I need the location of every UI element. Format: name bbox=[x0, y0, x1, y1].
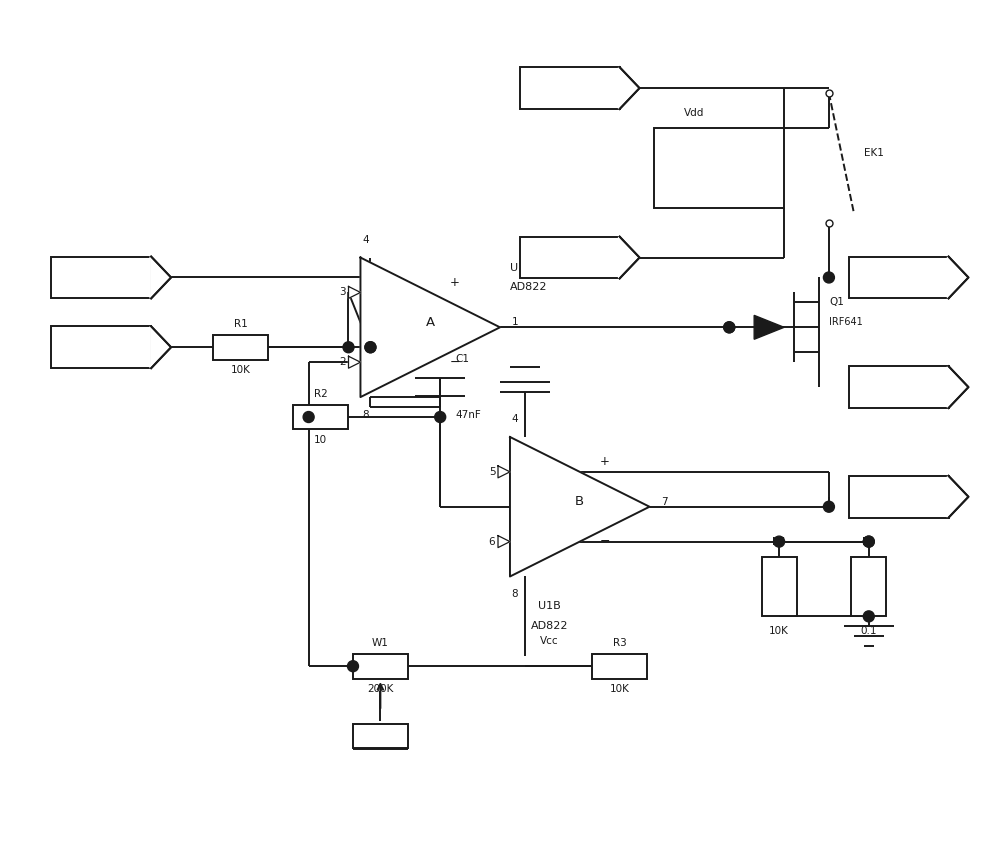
Polygon shape bbox=[348, 357, 360, 368]
Circle shape bbox=[435, 412, 446, 423]
Text: 7: 7 bbox=[661, 496, 668, 507]
Text: AD822: AD822 bbox=[510, 282, 547, 292]
Text: PWR-in4: PWR-in4 bbox=[80, 342, 123, 352]
Text: 10K: 10K bbox=[231, 365, 251, 375]
Polygon shape bbox=[754, 315, 784, 340]
Text: U1B: U1B bbox=[538, 601, 561, 612]
Text: R1: R1 bbox=[234, 319, 248, 329]
Circle shape bbox=[365, 342, 376, 352]
Text: Rs: Rs bbox=[862, 537, 875, 546]
Text: 10: 10 bbox=[314, 435, 327, 445]
Text: −: − bbox=[599, 535, 610, 548]
Text: 0.1: 0.1 bbox=[861, 626, 877, 636]
Bar bbox=[849, 366, 949, 408]
Circle shape bbox=[823, 501, 834, 512]
Bar bbox=[51, 257, 151, 298]
Text: 10K: 10K bbox=[769, 626, 789, 636]
Polygon shape bbox=[619, 236, 640, 279]
Bar bbox=[213, 335, 268, 360]
Circle shape bbox=[343, 342, 354, 352]
Text: IRF641: IRF641 bbox=[829, 318, 863, 327]
Bar bbox=[849, 257, 949, 298]
Text: 2: 2 bbox=[339, 357, 346, 368]
Polygon shape bbox=[510, 437, 650, 577]
Text: PWR-in2: PWR-in2 bbox=[548, 252, 591, 263]
Text: A: A bbox=[426, 316, 435, 329]
Bar bbox=[51, 326, 151, 368]
Bar bbox=[293, 405, 348, 429]
Text: PWR-out2: PWR-out2 bbox=[873, 382, 924, 392]
Polygon shape bbox=[348, 286, 360, 298]
Circle shape bbox=[365, 342, 376, 352]
Circle shape bbox=[348, 661, 358, 672]
Bar bbox=[849, 476, 949, 518]
Text: EK1: EK1 bbox=[864, 148, 884, 158]
Text: Vcc: Vcc bbox=[540, 636, 558, 646]
Text: 4: 4 bbox=[362, 235, 369, 245]
Text: 3: 3 bbox=[339, 287, 346, 297]
Polygon shape bbox=[948, 476, 968, 518]
Text: 5: 5 bbox=[489, 467, 495, 477]
Circle shape bbox=[774, 536, 785, 547]
Text: PWR-in3: PWR-in3 bbox=[80, 273, 123, 283]
Circle shape bbox=[823, 272, 834, 283]
Polygon shape bbox=[150, 257, 171, 298]
Text: 8: 8 bbox=[362, 410, 369, 420]
Circle shape bbox=[863, 536, 874, 547]
Polygon shape bbox=[498, 466, 510, 478]
Polygon shape bbox=[619, 67, 640, 109]
Bar bbox=[762, 556, 797, 617]
Text: Q1: Q1 bbox=[829, 297, 844, 307]
Text: 10K: 10K bbox=[610, 684, 630, 695]
Text: 1: 1 bbox=[512, 318, 518, 327]
Text: AD822: AD822 bbox=[531, 622, 569, 631]
Text: Vdd: Vdd bbox=[684, 108, 705, 118]
Text: 6: 6 bbox=[489, 537, 495, 546]
Circle shape bbox=[303, 412, 314, 423]
Bar bbox=[353, 654, 408, 678]
Polygon shape bbox=[360, 257, 500, 397]
Bar bbox=[654, 128, 784, 208]
Circle shape bbox=[724, 322, 735, 333]
Text: 4: 4 bbox=[512, 414, 518, 424]
Text: PWR-in1: PWR-in1 bbox=[548, 83, 591, 93]
Text: PWR-out1: PWR-out1 bbox=[873, 273, 924, 283]
Text: R2: R2 bbox=[314, 389, 327, 399]
Polygon shape bbox=[948, 366, 968, 408]
Polygon shape bbox=[948, 257, 968, 298]
Text: 8: 8 bbox=[512, 590, 518, 600]
Bar bbox=[851, 556, 886, 617]
Text: 200K: 200K bbox=[367, 684, 394, 695]
Text: 47nF: 47nF bbox=[455, 410, 481, 420]
Polygon shape bbox=[498, 535, 510, 548]
Text: −: − bbox=[450, 356, 460, 368]
Circle shape bbox=[863, 536, 874, 547]
Text: W1: W1 bbox=[372, 639, 389, 648]
Circle shape bbox=[724, 322, 735, 333]
Bar bbox=[353, 723, 408, 749]
Circle shape bbox=[863, 611, 874, 622]
Text: C1: C1 bbox=[455, 354, 469, 364]
Text: U1A: U1A bbox=[510, 263, 533, 273]
Bar bbox=[520, 67, 620, 109]
Text: R3: R3 bbox=[613, 639, 626, 648]
Bar bbox=[520, 236, 620, 279]
Text: PWR-out3: PWR-out3 bbox=[873, 492, 924, 501]
Text: +: + bbox=[600, 456, 610, 468]
Text: +: + bbox=[450, 276, 460, 289]
Text: R4: R4 bbox=[772, 537, 786, 546]
Polygon shape bbox=[150, 326, 171, 368]
Text: B: B bbox=[575, 495, 584, 508]
Bar bbox=[592, 654, 647, 678]
